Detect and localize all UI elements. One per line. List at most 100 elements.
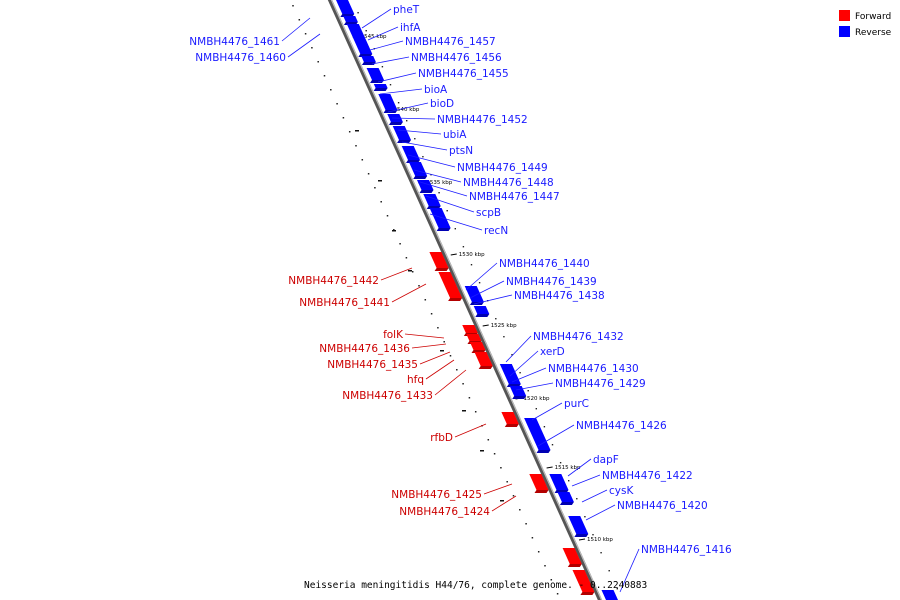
ring-dot (418, 285, 420, 287)
legend-forward-label: Forward (855, 12, 891, 22)
reverse-leader-line (407, 154, 456, 168)
reverse-gene-block[interactable] (464, 286, 484, 302)
forward-gene-label[interactable]: rfbD (430, 432, 453, 444)
reverse-gene-label[interactable]: xerD (540, 346, 565, 358)
tick-label: 1525 kbp (491, 323, 517, 329)
reverse-gene-block[interactable] (568, 516, 589, 534)
forward-gene-label[interactable]: hfq (407, 374, 424, 386)
ring-dot (584, 516, 586, 518)
reverse-leader-line (361, 8, 392, 29)
reverse-leader-line (511, 367, 547, 383)
reverse-gene-label[interactable]: NMBH4476_1456 (411, 52, 502, 64)
forward-gene-block[interactable] (572, 570, 595, 592)
reverse-gene-block[interactable] (524, 418, 551, 450)
ring-dot (317, 61, 319, 63)
forward-gene-label[interactable]: NMBH4476_1460 (195, 52, 286, 64)
forward-gene-block[interactable] (466, 334, 482, 341)
reverse-gene-label[interactable]: NMBH4476_1439 (506, 276, 597, 288)
reverse-gene-label[interactable]: cysK (609, 485, 634, 497)
reverse-gene-label[interactable]: ubiA (443, 129, 467, 141)
gene-block-shade (397, 140, 411, 143)
ring-dot (500, 467, 502, 469)
reverse-gene-label[interactable]: pheT (393, 4, 420, 16)
reverse-gene-block[interactable] (423, 194, 441, 206)
reverse-gene-label[interactable]: NMBH4476_1449 (457, 162, 548, 174)
reverse-gene-label[interactable]: NMBH4476_1447 (469, 191, 560, 203)
reverse-gene-block[interactable] (336, 0, 355, 14)
reverse-gene-label[interactable]: NMBH4476_1448 (463, 177, 554, 189)
forward-gene-block[interactable] (462, 325, 478, 333)
forward-leader-line (380, 267, 413, 281)
reverse-leader-line (391, 117, 436, 120)
forward-gene-block[interactable] (501, 412, 519, 424)
ring-dot (443, 341, 445, 343)
forward-gene-block[interactable] (438, 272, 463, 298)
gene-block-shade (413, 176, 428, 179)
reverse-leader-line (619, 548, 640, 593)
ring-dot (525, 523, 527, 525)
ring-dot (550, 579, 553, 581)
forward-gene-label[interactable]: NMBH4476_1424 (399, 506, 490, 518)
forward-gene-block[interactable] (469, 342, 486, 350)
reverse-gene-block[interactable] (549, 474, 569, 490)
ring-dot (559, 462, 562, 464)
forward-gene-label[interactable]: folK (383, 329, 404, 341)
reverse-gene-block[interactable] (509, 386, 527, 396)
reverse-gene-block[interactable] (378, 94, 398, 110)
reverse-gene-label[interactable]: NMBH4476_1426 (576, 420, 667, 432)
reverse-gene-block[interactable] (499, 364, 521, 384)
ring-dot (531, 537, 534, 539)
forward-gene-label[interactable]: NMBH4476_1442 (288, 275, 379, 287)
reverse-gene-label[interactable]: NMBH4476_1440 (499, 258, 590, 270)
reverse-gene-label[interactable]: NMBH4476_1430 (548, 363, 639, 375)
reverse-gene-label[interactable]: NMBH4476_1432 (533, 331, 624, 343)
forward-gene-label[interactable]: NMBH4476_1425 (391, 489, 482, 501)
reverse-gene-label[interactable]: NMBH4476_1452 (437, 114, 528, 126)
reverse-gene-block[interactable] (373, 84, 388, 88)
reverse-gene-block[interactable] (343, 16, 358, 22)
reverse-gene-label[interactable]: bioA (424, 84, 448, 96)
backbone-line (327, 0, 603, 600)
reverse-gene-label[interactable]: NMBH4476_1455 (418, 68, 509, 80)
reverse-gene-label[interactable]: ptsN (449, 145, 473, 157)
reverse-gene-label[interactable]: purC (564, 398, 589, 410)
ring-dot (355, 145, 357, 147)
reverse-gene-block[interactable] (601, 590, 619, 600)
forward-gene-label[interactable]: NMBH4476_1436 (319, 343, 410, 355)
reverse-gene-block[interactable] (401, 146, 420, 160)
reverse-gene-label[interactable]: NMBH4476_1420 (617, 500, 708, 512)
reverse-gene-block[interactable] (392, 126, 411, 140)
reverse-gene-label[interactable]: bioD (430, 98, 454, 110)
reverse-leader-line (509, 350, 539, 377)
forward-gene-label[interactable]: NMBH4476_1433 (342, 390, 433, 402)
reverse-gene-block[interactable] (408, 162, 428, 176)
tick-mark (450, 253, 457, 256)
reverse-gene-block[interactable] (346, 24, 373, 54)
forward-gene-block[interactable] (474, 352, 493, 366)
forward-gene-block[interactable] (562, 548, 582, 564)
reverse-gene-label[interactable]: NMBH4476_1422 (602, 470, 693, 482)
forward-gene-label[interactable]: NMBH4476_1461 (189, 36, 280, 48)
reverse-gene-label[interactable]: NMBH4476_1438 (514, 290, 605, 302)
reverse-gene-label[interactable]: dapF (593, 454, 619, 466)
gene-block-shade (475, 314, 490, 317)
reverse-gene-label[interactable]: scpB (476, 207, 501, 219)
reverse-gene-block[interactable] (473, 306, 490, 314)
reverse-gene-block[interactable] (366, 68, 384, 80)
reverse-leader-line (371, 56, 410, 65)
forward-gene-block[interactable] (529, 474, 549, 490)
reverse-gene-label[interactable]: NMBH4476_1429 (555, 378, 646, 390)
reverse-gene-label[interactable]: NMBH4476_1416 (641, 544, 732, 556)
reverse-gene-block[interactable] (429, 208, 451, 228)
reverse-leader-line (515, 382, 554, 391)
reverse-gene-label[interactable]: ihfA (400, 22, 421, 34)
reverse-gene-label[interactable]: NMBH4476_1457 (405, 36, 496, 48)
reverse-gene-block[interactable] (361, 56, 376, 62)
reverse-gene-block[interactable] (557, 492, 574, 502)
forward-gene-block[interactable] (429, 252, 449, 268)
forward-gene-label[interactable]: NMBH4476_1441 (299, 297, 390, 309)
forward-gene-label[interactable]: NMBH4476_1435 (327, 359, 418, 371)
legend-reverse-swatch (839, 26, 850, 37)
reverse-gene-label[interactable]: recN (484, 225, 508, 237)
